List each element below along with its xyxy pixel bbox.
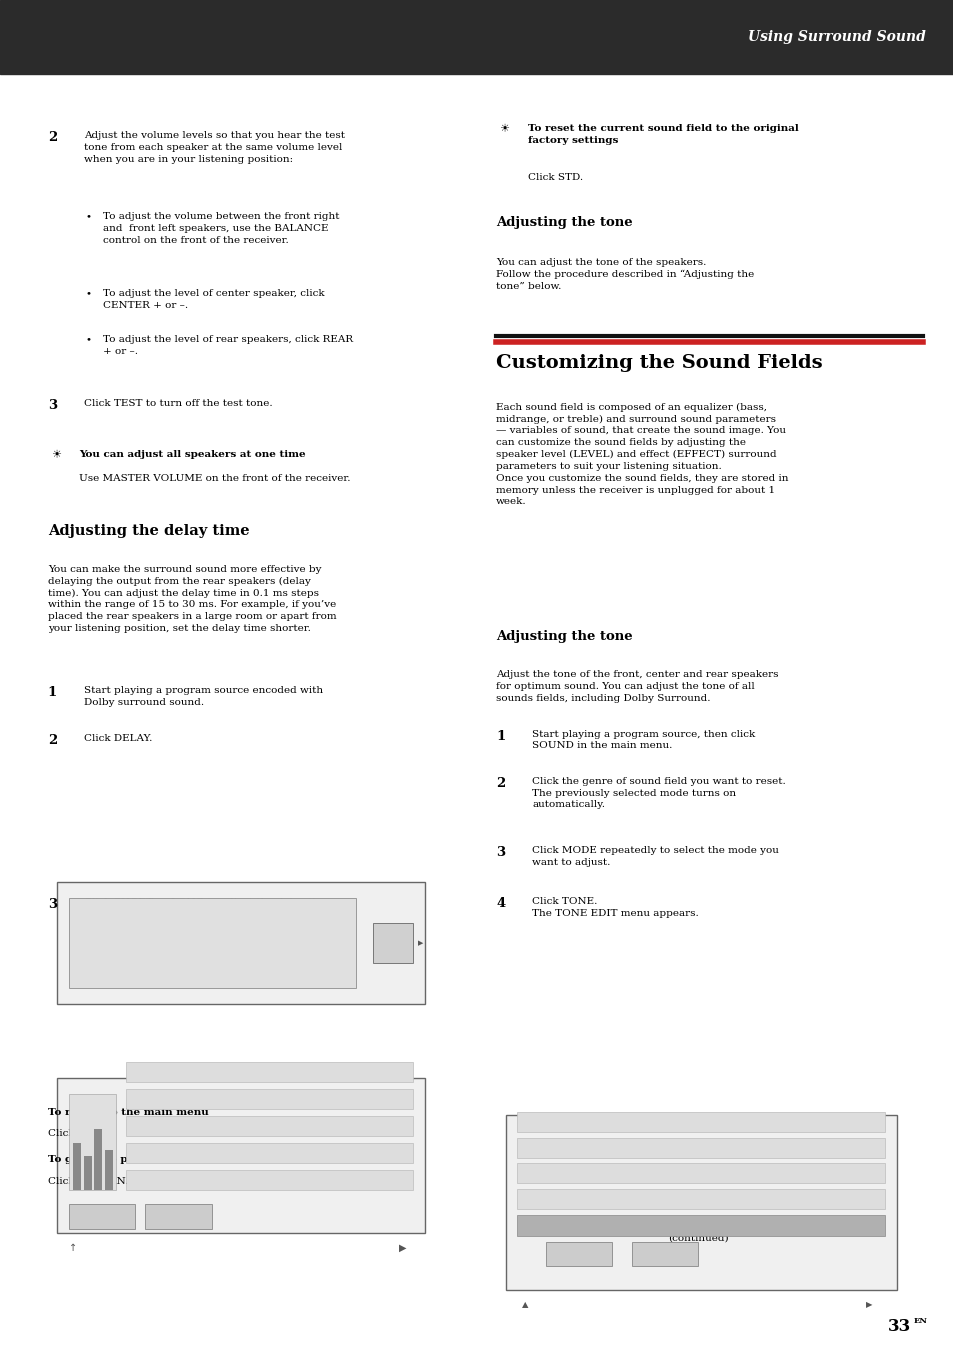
Bar xyxy=(517,1215,884,1236)
Bar xyxy=(517,1163,884,1183)
Text: 33: 33 xyxy=(887,1319,910,1335)
Text: Adjusting the delay time: Adjusting the delay time xyxy=(48,524,249,538)
Text: Click TEST to turn off the test tone.: Click TEST to turn off the test tone. xyxy=(84,399,273,408)
Text: Click SHORT or LONG to adjust the delay time.: Click SHORT or LONG to adjust the delay … xyxy=(84,898,335,908)
Bar xyxy=(517,1189,884,1209)
Bar xyxy=(373,923,413,963)
Text: Each sound field is composed of an equalizer (bass,
midrange, or treble) and sur: Each sound field is composed of an equal… xyxy=(496,403,788,507)
Bar xyxy=(69,1094,116,1190)
Text: Click STD.: Click STD. xyxy=(527,173,582,182)
Text: (continued): (continued) xyxy=(667,1233,728,1243)
Text: 3: 3 xyxy=(496,846,505,859)
Bar xyxy=(105,1150,112,1190)
Text: You can adjust all speakers at one time: You can adjust all speakers at one time xyxy=(79,450,306,459)
Text: •: • xyxy=(86,335,91,345)
Text: To reset the current sound field to the original
factory settings: To reset the current sound field to the … xyxy=(527,124,798,145)
Text: ☀: ☀ xyxy=(51,450,60,459)
Text: ▶: ▶ xyxy=(417,940,423,946)
Text: •: • xyxy=(86,289,91,299)
Bar xyxy=(69,898,355,988)
Bar xyxy=(517,1138,884,1158)
Text: Using Surround Sound: Using Surround Sound xyxy=(747,30,924,45)
Text: Adjusting the tone: Adjusting the tone xyxy=(496,216,632,230)
Bar xyxy=(69,1204,135,1228)
Bar xyxy=(73,1143,81,1190)
Text: To adjust the level of rear speakers, click REAR
+ or –.: To adjust the level of rear speakers, cl… xyxy=(103,335,353,355)
Text: Start playing a program source, then click
SOUND in the main menu.: Start playing a program source, then cli… xyxy=(532,730,755,750)
Text: Use MASTER VOLUME on the front of the receiver.: Use MASTER VOLUME on the front of the re… xyxy=(79,474,351,484)
Text: To adjust the volume between the front right
and  front left speakers, use the B: To adjust the volume between the front r… xyxy=(103,212,339,245)
Text: Customizing the Sound Fields: Customizing the Sound Fields xyxy=(496,354,821,372)
Text: Adjust the tone of the front, center and rear speakers
for optimum sound. You ca: Adjust the tone of the front, center and… xyxy=(496,670,778,703)
Bar xyxy=(145,1204,212,1228)
Text: You can adjust the tone of the speakers.
Follow the procedure described in “Adju: You can adjust the tone of the speakers.… xyxy=(496,258,754,290)
Text: To go to the previous menu: To go to the previous menu xyxy=(48,1155,206,1165)
Text: ▲: ▲ xyxy=(521,1300,528,1309)
Text: 1: 1 xyxy=(496,730,505,743)
Text: 2: 2 xyxy=(496,777,505,790)
Text: Click EXIT.: Click EXIT. xyxy=(48,1129,105,1139)
Bar xyxy=(545,1242,612,1266)
Bar xyxy=(57,882,424,1004)
Text: Start playing a program source encoded with
Dolby surround sound.: Start playing a program source encoded w… xyxy=(84,686,323,707)
Text: 3: 3 xyxy=(48,399,57,412)
Text: Click MODE repeatedly to select the mode you
want to adjust.: Click MODE repeatedly to select the mode… xyxy=(532,846,779,866)
Text: Adjust the volume levels so that you hear the test
tone from each speaker at the: Adjust the volume levels so that you hea… xyxy=(84,131,345,163)
Bar xyxy=(94,1129,102,1190)
Text: 1: 1 xyxy=(48,686,57,700)
Text: •: • xyxy=(86,212,91,222)
Text: ▶: ▶ xyxy=(865,1300,872,1309)
Bar xyxy=(126,1089,413,1109)
Text: Adjusting the tone: Adjusting the tone xyxy=(496,630,632,643)
Bar xyxy=(126,1116,413,1136)
Bar xyxy=(84,1156,91,1190)
Text: 2: 2 xyxy=(48,734,57,747)
Text: To return to the main menu: To return to the main menu xyxy=(48,1108,209,1117)
Bar xyxy=(517,1112,884,1132)
Bar xyxy=(126,1143,413,1163)
Text: ☀: ☀ xyxy=(498,124,508,134)
Text: Click RETURN.: Click RETURN. xyxy=(48,1177,128,1186)
Text: You can make the surround sound more effective by
delaying the output from the r: You can make the surround sound more eff… xyxy=(48,565,336,634)
Bar xyxy=(631,1242,698,1266)
Text: 3: 3 xyxy=(48,898,57,912)
Text: 4: 4 xyxy=(496,897,505,911)
Bar xyxy=(0,0,953,74)
Bar xyxy=(57,1078,424,1233)
Text: 2: 2 xyxy=(48,131,57,145)
Text: To adjust the level of center speaker, click
CENTER + or –.: To adjust the level of center speaker, c… xyxy=(103,289,324,309)
Bar xyxy=(126,1170,413,1190)
Text: ↑: ↑ xyxy=(69,1243,77,1252)
Text: Click DELAY.: Click DELAY. xyxy=(84,734,152,743)
Bar xyxy=(126,1062,413,1082)
Bar xyxy=(505,1115,896,1290)
Text: Click TONE.
The TONE EDIT menu appears.: Click TONE. The TONE EDIT menu appears. xyxy=(532,897,699,917)
Text: Click the genre of sound field you want to reset.
The previously selected mode t: Click the genre of sound field you want … xyxy=(532,777,785,809)
Text: EN: EN xyxy=(913,1317,927,1325)
Text: ▶: ▶ xyxy=(398,1243,406,1252)
